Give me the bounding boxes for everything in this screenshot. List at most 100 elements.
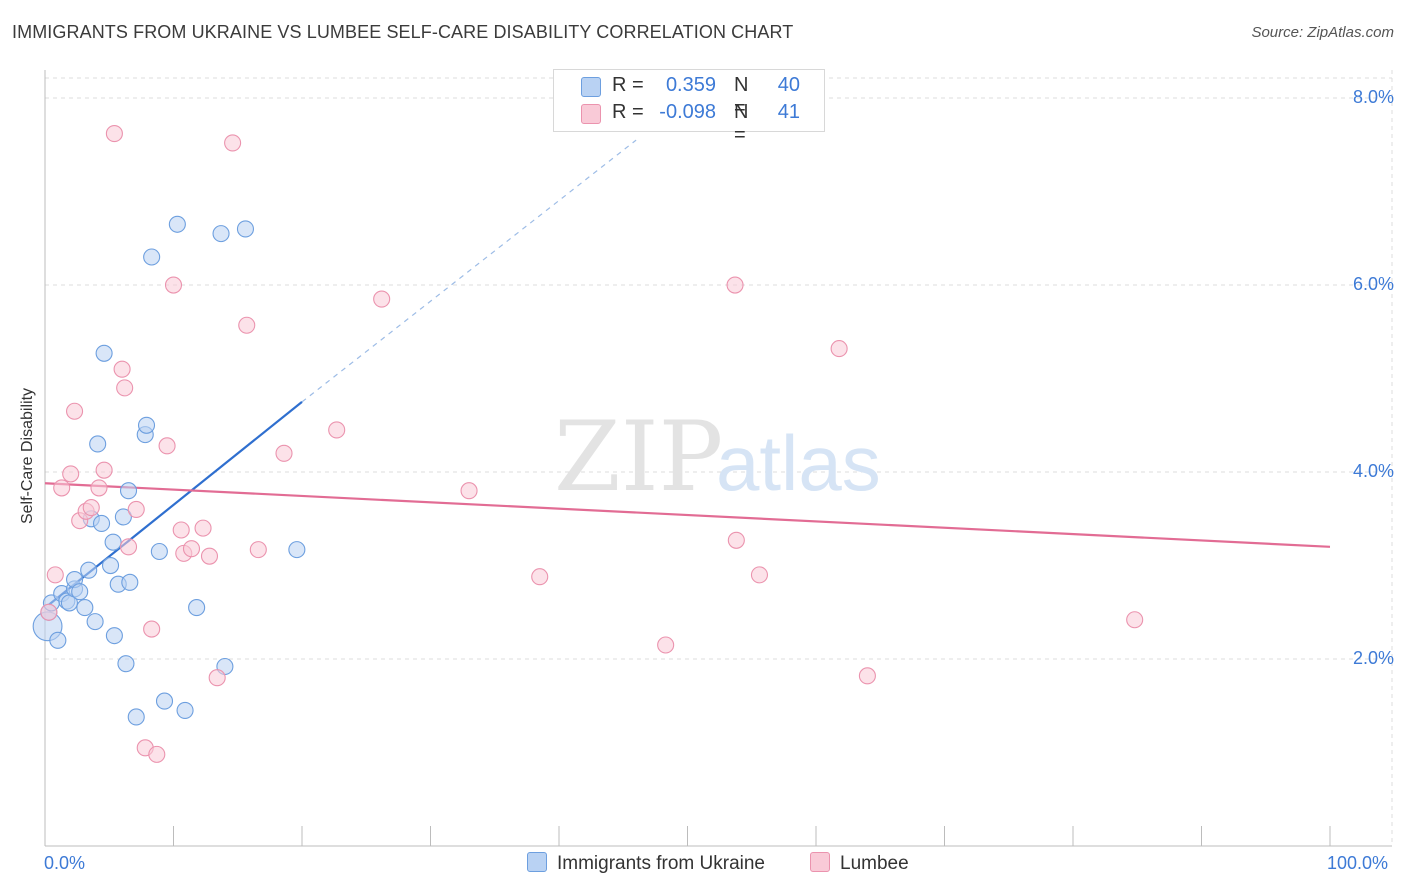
y-tick-label: 6.0%: [1352, 274, 1394, 295]
point-lumbee: [657, 636, 675, 654]
point-lumbee: [53, 479, 71, 497]
point-ukraine: [143, 248, 161, 266]
point-lumbee: [148, 745, 166, 763]
point-lumbee: [66, 402, 84, 420]
scatter-points: [32, 125, 1144, 763]
point-lumbee: [105, 125, 123, 143]
point-ukraine: [236, 220, 255, 238]
point-ukraine: [119, 482, 138, 500]
source-credit: Source: ZipAtlas.com: [1251, 24, 1394, 41]
legend-n-value: 41: [777, 101, 800, 123]
point-ukraine: [117, 655, 135, 673]
point-ukraine: [155, 692, 174, 710]
point-lumbee: [158, 437, 176, 455]
point-lumbee: [1126, 611, 1144, 629]
point-ukraine: [121, 573, 139, 591]
point-ukraine: [49, 631, 67, 649]
x-tick-label-min: 0.0%: [44, 853, 86, 873]
legend-r-label: R =: [612, 101, 644, 123]
point-lumbee: [90, 479, 108, 497]
legend-n-label: N =: [734, 101, 749, 146]
point-lumbee: [249, 541, 267, 559]
watermark-atlas: atlas: [716, 419, 881, 507]
point-lumbee: [127, 500, 145, 518]
point-ukraine: [168, 215, 186, 233]
point-lumbee: [200, 547, 219, 565]
point-lumbee: [40, 603, 58, 621]
legend-r-label: R =: [612, 74, 644, 96]
legend-swatch-lumbee: [810, 852, 830, 872]
legend-swatch-ukraine: [527, 852, 547, 872]
point-lumbee: [194, 519, 212, 537]
point-ukraine: [95, 344, 113, 362]
stats-legend: R = 0.359 N = 40 R = -0.098 N = 41: [553, 69, 825, 146]
trend-lines: [44, 139, 1331, 606]
point-ukraine: [114, 508, 132, 526]
point-lumbee: [208, 669, 226, 687]
point-lumbee: [164, 276, 183, 294]
legend-r-value: -0.098: [659, 101, 716, 123]
point-ukraine: [80, 561, 98, 579]
point-lumbee: [113, 360, 131, 378]
point-lumbee: [62, 465, 80, 483]
trend-extension-ukraine: [301, 139, 637, 403]
point-lumbee: [82, 499, 100, 517]
legend-swatch-lumbee: [581, 104, 601, 124]
legend-n-label: N =: [734, 74, 749, 119]
point-lumbee: [275, 444, 293, 462]
chart-title: IMMIGRANTS FROM UKRAINE VS LUMBEE SELF-C…: [12, 22, 794, 42]
legend-swatch-ukraine: [581, 77, 601, 97]
point-lumbee: [119, 538, 138, 556]
point-lumbee: [143, 620, 161, 638]
point-lumbee: [224, 134, 242, 152]
point-ukraine: [288, 541, 306, 559]
point-lumbee: [830, 340, 848, 358]
y-tick-label: 4.0%: [1352, 461, 1394, 482]
point-lumbee: [858, 667, 876, 685]
point-ukraine: [86, 613, 104, 631]
series-legend-label: Lumbee: [840, 853, 909, 874]
point-lumbee: [182, 540, 201, 558]
point-lumbee: [531, 568, 549, 586]
series-legend-lumbee[interactable]: Lumbee: [810, 852, 909, 875]
point-ukraine: [212, 225, 230, 243]
y-tick-label: 2.0%: [1352, 648, 1394, 668]
point-ukraine: [176, 701, 194, 719]
point-ukraine: [137, 416, 156, 434]
x-tick-label-max: 100.0%: [1327, 853, 1389, 873]
point-ukraine: [105, 627, 123, 645]
point-lumbee: [46, 566, 64, 584]
series-legend: Immigrants from Ukraine Lumbee: [0, 852, 1406, 878]
point-lumbee: [373, 290, 391, 308]
watermark: ZIP atlas: [554, 401, 881, 513]
point-ukraine: [104, 533, 122, 551]
point-ukraine: [71, 583, 89, 601]
point-ukraine: [76, 599, 94, 617]
gridlines: [45, 70, 1393, 846]
point-lumbee: [116, 379, 134, 397]
point-ukraine: [150, 542, 168, 561]
legend-n-value: 40: [777, 74, 800, 96]
point-ukraine: [188, 599, 206, 617]
point-lumbee: [95, 461, 113, 479]
point-ukraine: [101, 556, 120, 575]
legend-r-value: 0.359: [665, 74, 716, 96]
point-lumbee: [238, 316, 256, 334]
axes: [44, 70, 1392, 847]
series-legend-label: Immigrants from Ukraine: [557, 853, 765, 874]
point-lumbee: [726, 276, 744, 294]
trend-line-lumbee: [44, 482, 1331, 548]
point-ukraine: [89, 435, 107, 453]
point-lumbee: [460, 482, 478, 500]
point-lumbee: [727, 531, 745, 549]
y-axis-label: Self-Care Disability: [19, 387, 36, 525]
point-ukraine: [92, 514, 111, 532]
point-lumbee: [750, 566, 769, 584]
watermark-zip: ZIP: [554, 401, 723, 513]
point-ukraine: [127, 708, 145, 726]
series-legend-ukraine[interactable]: Immigrants from Ukraine: [527, 852, 765, 875]
point-lumbee: [328, 421, 346, 439]
point-lumbee: [172, 521, 190, 539]
y-tick-label: 8.0%: [1352, 87, 1394, 108]
